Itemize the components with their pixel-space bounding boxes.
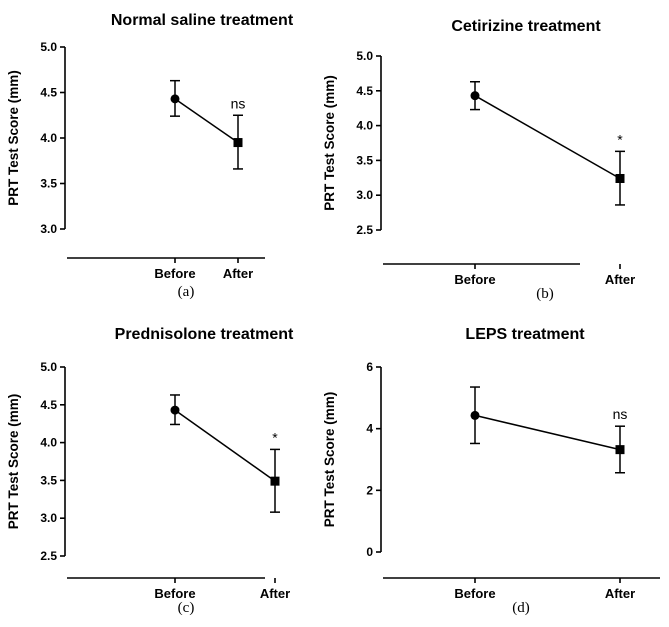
data-point-before xyxy=(470,91,480,101)
y-tick-label: 4.0 xyxy=(356,119,373,133)
y-tick-label: 4.0 xyxy=(40,436,57,450)
y-tick-label: 3.0 xyxy=(40,222,57,236)
significance-annotation: ns xyxy=(231,95,246,111)
chart-title: Normal saline treatment xyxy=(111,12,294,29)
y-tick-label: 3.5 xyxy=(40,177,57,191)
data-point-after xyxy=(615,173,625,183)
y-tick-label: 4.5 xyxy=(356,84,373,98)
x-tick-label: Before xyxy=(454,272,495,287)
x-tick-label: After xyxy=(223,266,253,281)
chart-panel-b: Cetirizine treatment PRT Test Score (mm) 2… xyxy=(322,18,635,302)
chart-title: Prednisolone treatment xyxy=(115,326,294,343)
chart-panel-d: LEPS treatment PRT Test Score (mm) 0 2 4 6 Bef… xyxy=(322,326,660,616)
x-tick-label: Before xyxy=(154,586,195,601)
y-tick-label: 2.5 xyxy=(40,549,57,563)
chart-panel-c: Prednisolone treatment PRT Test Score (mm… xyxy=(6,326,294,616)
y-axis-label: PRT Test Score (mm) xyxy=(6,70,21,206)
significance-annotation: * xyxy=(272,429,278,445)
chart-panel-a: Normal saline treatment PRT Test Score (m… xyxy=(6,12,294,300)
data-point-after xyxy=(615,445,625,455)
significance-annotation: * xyxy=(617,131,623,147)
y-tick-label: 4.0 xyxy=(40,131,57,145)
y-axis-label: PRT Test Score (mm) xyxy=(322,75,337,211)
y-tick-label: 0 xyxy=(366,545,373,559)
panel-caption: (d) xyxy=(512,600,530,616)
y-tick-label: 4 xyxy=(366,422,373,436)
y-tick-label: 3.0 xyxy=(356,188,373,202)
panel-caption: (b) xyxy=(536,286,554,302)
y-tick-label: 3.0 xyxy=(40,511,57,525)
y-tick-label: 5.0 xyxy=(40,360,57,374)
significance-annotation: ns xyxy=(613,406,628,422)
x-tick-label: Before xyxy=(454,586,495,601)
y-axis-label: PRT Test Score (mm) xyxy=(6,394,21,530)
x-tick-label: Before xyxy=(154,266,195,281)
series-line xyxy=(474,95,621,180)
y-tick-label: 2 xyxy=(366,483,373,497)
y-tick-label: 4.5 xyxy=(40,86,57,100)
chart-title: Cetirizine treatment xyxy=(451,18,601,35)
y-tick-label: 4.5 xyxy=(40,398,57,412)
y-tick-label: 6 xyxy=(366,360,373,374)
x-tick-label: After xyxy=(605,586,635,601)
panel-caption: (a) xyxy=(178,284,195,300)
y-tick-label: 2.5 xyxy=(356,223,373,237)
series-line xyxy=(174,409,276,482)
y-tick-label: 5.0 xyxy=(356,49,373,63)
y-tick-label: 3.5 xyxy=(40,473,57,487)
series-line xyxy=(474,414,621,451)
y-tick-label: 5.0 xyxy=(40,40,57,54)
series-line xyxy=(174,98,239,144)
x-tick-label: After xyxy=(260,586,290,601)
y-axis-label: PRT Test Score (mm) xyxy=(322,392,337,528)
data-point-before xyxy=(170,405,180,415)
data-point-after xyxy=(270,476,280,486)
panel-caption: (c) xyxy=(178,600,195,616)
x-tick-label: After xyxy=(605,272,635,287)
chart-title: LEPS treatment xyxy=(465,326,585,343)
y-tick-label: 3.5 xyxy=(356,153,373,167)
data-point-after xyxy=(233,138,243,148)
data-point-before xyxy=(170,94,180,104)
data-point-before xyxy=(470,410,480,420)
